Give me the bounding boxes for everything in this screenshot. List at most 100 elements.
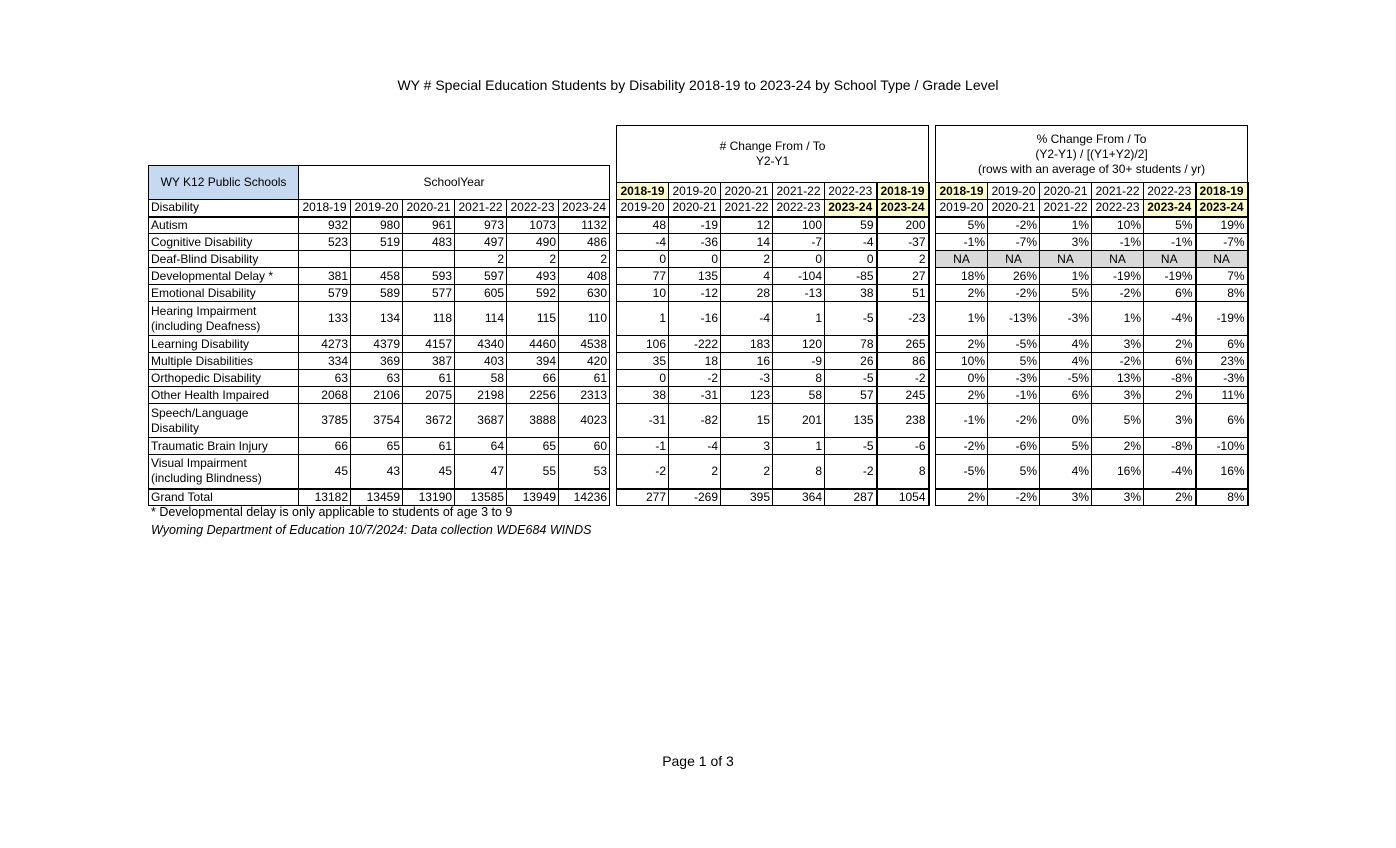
change-cell: 86 [875,352,930,370]
pct-cell: 5% [1091,403,1144,438]
change-cell: 135 [824,403,877,438]
table-row: 38 -31 123 58 57 245 [616,386,930,404]
change-cell: -19 [668,216,721,234]
count-cell: 593 [402,267,455,285]
change-cell: 135 [668,267,721,285]
change-cell: 183 [720,335,773,353]
to-header: 2020-21 [668,199,721,218]
count-cell: 1132 [557,216,611,234]
pct-cell: 6% [1194,403,1249,438]
count-cell: 58 [454,369,507,387]
pct-cell: 0% [1039,403,1092,438]
change-cell: -12 [668,284,721,302]
pct-cell: 5% [1039,437,1092,455]
to-header: 2022-23 [772,199,825,218]
change-cell: 10 [616,284,669,302]
count-cell: 2256 [506,386,559,404]
change-cell: 3 [720,437,773,455]
count-cell: 597 [454,267,507,285]
from-header: 2020-21 [1039,182,1092,200]
pct-cell: 5% [1143,216,1196,234]
pct-cell: -1% [935,233,988,251]
pct-cell: 5% [987,352,1040,370]
change-cell: 106 [616,335,669,353]
count-cell: 408 [557,267,611,285]
table-row: 0 -2 -3 8 -5 -2 [616,369,930,387]
change-cell: -4 [668,437,721,455]
change-cell: 2 [720,454,773,489]
label-line: Orthopedic Disability [151,370,262,385]
change-cell: 123 [720,386,773,404]
count-cell: 577 [402,284,455,302]
count-cell: 579 [298,284,351,302]
change-cell: -7 [772,233,825,251]
change-cell: 0 [616,250,669,268]
change-cell: 78 [824,335,877,353]
row-label: Speech/Language Disability [148,403,299,438]
pct-cell: 4% [1039,335,1092,353]
table-row: -1 -4 3 1 -5 -6 [616,437,930,455]
table-row: -2 2 2 8 -2 8 [616,454,930,489]
count-cell: 2075 [402,386,455,404]
change-cell: -82 [668,403,721,438]
count-cell: 2068 [298,386,351,404]
pct-cell: -7% [987,233,1040,251]
pct-cell: 3% [1039,487,1092,506]
change-cell: 27 [875,267,930,285]
change-cell: -1 [616,437,669,455]
pct-cell: 6% [1194,335,1249,353]
to-header: 2023-24 [1143,199,1196,218]
label-line: Deaf-Blind Disability [151,251,259,266]
pct-cell: NA [1143,250,1196,268]
change-cell: 28 [720,284,773,302]
pct-cell: 5% [987,454,1040,489]
change-cell: -23 [875,301,930,336]
from-header: 2022-23 [824,182,877,200]
count-cell: 66 [298,437,351,455]
table-row: 10 -12 28 -13 38 51 [616,284,930,302]
count-cell: 115 [506,301,559,336]
count-cell: 134 [350,301,403,336]
source-note: Wyoming Department of Education 10/7/202… [151,523,592,537]
to-header: 2023-24 [1194,199,1249,218]
title-line: (rows with an average of 30+ students / … [977,161,1206,176]
table-body: # Change From / To Y2-Y1 2018-19 2019-20 202… [615,125,930,506]
pct-cell: 1% [1039,267,1092,285]
row-label: Deaf-Blind Disability [148,250,299,268]
count-cell: 497 [454,233,507,251]
row-label: Visual Impairment (including Blindness) [148,454,299,489]
change-cell: 120 [772,335,825,353]
to-header: 2023-24 [875,199,930,218]
year-header: 2019-20 [350,199,403,218]
table-row: Visual Impairment (including Blindness) 45… [148,454,611,489]
from-header: 2018-19 [875,182,930,200]
pct-cell: -3% [987,369,1040,387]
change-cell: -104 [772,267,825,285]
pct-cell: 8% [1194,487,1249,506]
year-header: 2021-22 [454,199,507,218]
count-cell: 4460 [506,335,559,353]
count-cell: 4538 [557,335,611,353]
pct-cell: -4% [1143,454,1196,489]
table-row: 2% -2% 5% -2% 6% 8% [935,284,1249,302]
count-cell: 4023 [557,403,611,438]
pct-cell: 10% [935,352,988,370]
pct-cell: NA [935,250,988,268]
table-row: Hearing Impairment (including Deafness) 13… [148,301,611,336]
table: WY K12 Public Schools SchoolYear Disabilit… [148,165,611,506]
pct-cell: 4% [1039,352,1092,370]
change-cell: -6 [875,437,930,455]
change-cell: 35 [616,352,669,370]
pct-cell: -1% [935,403,988,438]
page-number: Page 1 of 3 [662,753,734,769]
change-cell: 12 [720,216,773,234]
change-cell: -2 [824,454,877,489]
table-row: -2% -6% 5% 2% -8% -10% [935,437,1249,455]
count-cell: 13585 [454,487,507,506]
pct-cell: 1% [1091,301,1144,336]
year-header: 2018-19 [298,199,351,218]
pct-cell: -4% [1143,301,1196,336]
table-row: 277 -269 395 364 287 1054 [616,487,930,506]
count-cell: 4379 [350,335,403,353]
count-cell: 605 [454,284,507,302]
